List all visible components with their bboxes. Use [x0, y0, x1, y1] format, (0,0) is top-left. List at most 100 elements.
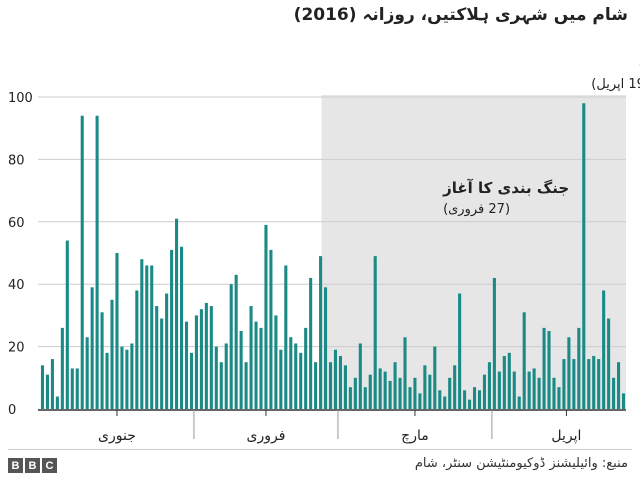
- bar: [477, 390, 482, 409]
- bar: [433, 346, 437, 409]
- bar: [582, 103, 586, 410]
- bar: [284, 265, 288, 409]
- bbc-logo: B B C: [8, 458, 57, 473]
- bar: [443, 396, 447, 409]
- bar: [80, 115, 84, 409]
- bar: [254, 321, 258, 409]
- bar: [358, 343, 362, 409]
- ceasefire-annotation-title: جنگ بندی کا آغاز: [442, 179, 569, 197]
- annotations: جنگ بندی کا آغاز(27 فروری)ادلب میں فضائی…: [442, 50, 640, 217]
- bar: [487, 362, 491, 409]
- bar: [125, 349, 129, 409]
- month-label: جنوری: [98, 428, 136, 444]
- bar: [448, 377, 452, 409]
- bar: [85, 337, 89, 409]
- source-note: منبع: وائیلیشنز ڈوکیومنٹیشن سنٹر، شام: [414, 456, 628, 471]
- bar: [398, 377, 402, 409]
- bar: [602, 290, 606, 409]
- bar: [507, 352, 511, 409]
- bar: [244, 362, 248, 409]
- bar: [597, 359, 601, 409]
- bar: [333, 349, 338, 409]
- bar: [418, 393, 422, 409]
- bar: [497, 371, 501, 409]
- bar: [338, 355, 342, 409]
- bar: [552, 377, 556, 409]
- bar: [239, 331, 243, 409]
- bar: [463, 390, 467, 409]
- bar: [348, 387, 352, 409]
- bar: [279, 349, 283, 409]
- chart-title: شام میں شہری ہلاکتیں، روزانہ (2016): [293, 5, 628, 25]
- month-axis: جنوری فروری مارچ اپریل: [98, 410, 581, 444]
- footer-divider: [8, 449, 632, 450]
- bar: [373, 256, 377, 409]
- bar: [562, 359, 566, 409]
- bar: [592, 355, 596, 409]
- bar: [40, 365, 45, 409]
- bar: [130, 343, 134, 409]
- bar: [224, 343, 228, 409]
- bar: [289, 337, 293, 409]
- bbc-logo-block: B: [8, 458, 23, 473]
- bar: [299, 352, 303, 409]
- bar: [55, 396, 59, 409]
- month-label: مارچ: [401, 428, 429, 444]
- bar: [60, 327, 64, 409]
- bar: [105, 352, 109, 409]
- bar: [612, 377, 616, 409]
- bar: [343, 365, 347, 409]
- bar: [199, 309, 203, 409]
- bbc-logo-block: C: [42, 458, 57, 473]
- bar: [607, 318, 611, 409]
- bar: [234, 274, 238, 409]
- bar: [319, 256, 323, 409]
- bar: [179, 246, 184, 409]
- bar: [324, 287, 328, 409]
- bar: [214, 346, 218, 409]
- bar: [458, 293, 462, 409]
- bar: [259, 327, 263, 409]
- bar: [527, 371, 531, 409]
- bar: [408, 387, 412, 409]
- bar: [90, 287, 94, 409]
- bar: [189, 352, 194, 409]
- ceasefire-annotation-date: (27 فروری): [443, 202, 510, 217]
- y-tick-label: 60: [8, 216, 25, 231]
- bar: [567, 337, 571, 409]
- bar: [393, 362, 397, 409]
- bar: [175, 218, 179, 409]
- bar: [572, 359, 576, 409]
- bar: [328, 362, 333, 409]
- bar: [165, 293, 169, 409]
- bar: [383, 371, 387, 409]
- bar: [184, 321, 189, 409]
- bar: [492, 277, 496, 409]
- airstrike-annotation-date: (19 اپریل): [591, 77, 640, 92]
- bar: [70, 368, 74, 409]
- bar: [110, 299, 114, 409]
- bar: [532, 368, 536, 409]
- bar: [150, 265, 154, 409]
- bar: [587, 359, 591, 409]
- ceasefire-shaded-region: [321, 95, 626, 409]
- bar: [512, 371, 516, 409]
- bar: [403, 337, 407, 409]
- bar: [50, 359, 54, 409]
- bar: [160, 318, 164, 409]
- bar: [204, 302, 208, 409]
- bar: [621, 393, 626, 409]
- bar: [522, 312, 526, 409]
- bar: [75, 368, 79, 409]
- y-tick-label: 80: [8, 153, 25, 168]
- month-label: فروری: [247, 428, 286, 444]
- bar-chart: 0 20 40 60 80 100 جنوری فروری مارچ اپریل جنگ بند…: [8, 50, 640, 444]
- y-tick-label: 40: [8, 278, 25, 293]
- bar: [542, 327, 546, 409]
- bar: [140, 259, 144, 409]
- bar: [388, 380, 392, 409]
- bar: [502, 355, 506, 409]
- bar: [453, 365, 457, 409]
- bar: [95, 115, 99, 409]
- bar: [472, 387, 477, 409]
